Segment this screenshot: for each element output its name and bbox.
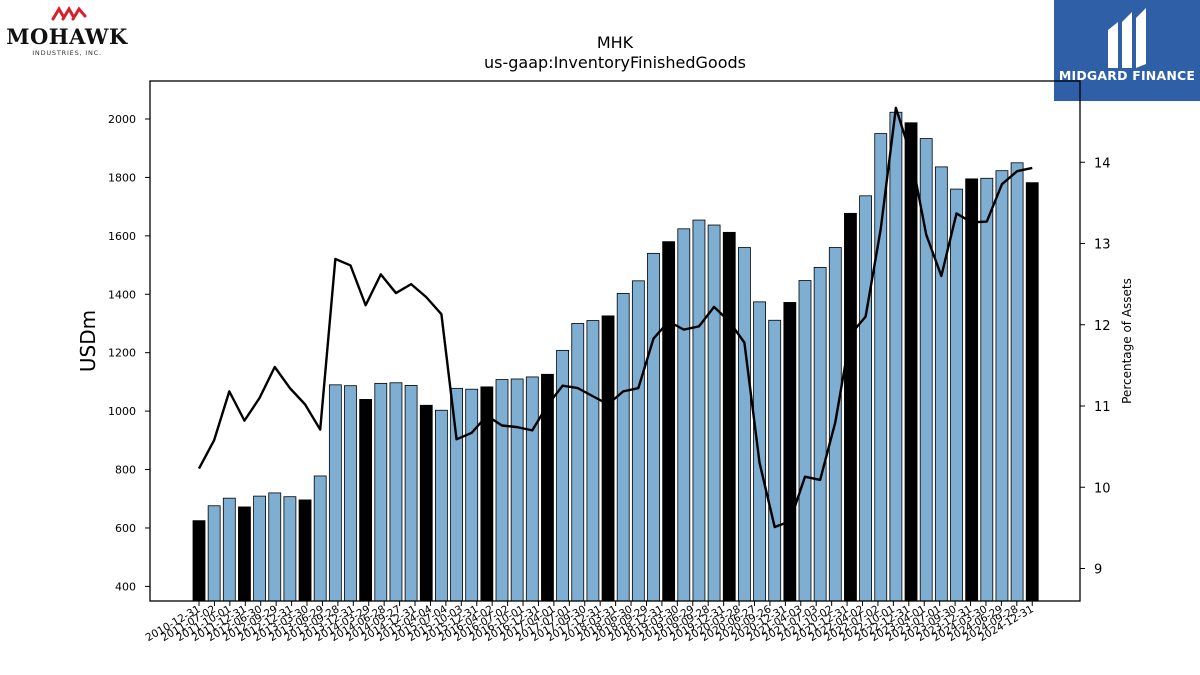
y-tick-label: 1200: [108, 347, 136, 360]
y-tick-label: 600: [115, 522, 136, 535]
bar: [950, 188, 963, 602]
bar: [692, 219, 706, 602]
y2-tick-label: 13: [1094, 238, 1111, 253]
y-tick-label: 1800: [108, 171, 136, 184]
bar: [525, 376, 539, 602]
bar: [192, 520, 206, 602]
bar: [313, 475, 327, 602]
bar: [328, 384, 342, 602]
y2-tick-label: 9: [1094, 563, 1102, 578]
bar: [298, 499, 312, 602]
chart-title: MHK: [597, 33, 634, 52]
bar: [662, 241, 676, 602]
midgard-finance-name: MIDGARD FINANCE: [1058, 68, 1196, 83]
bar: [268, 492, 282, 602]
bar: [495, 379, 509, 602]
mohawk-logo: MOHAWK INDUSTRIES, INC.: [4, 4, 132, 60]
bar: [586, 320, 600, 602]
bar: [934, 166, 948, 602]
bar: [965, 178, 979, 602]
plot-frame: [149, 80, 1081, 602]
bar: [677, 228, 691, 602]
bar: [995, 170, 1009, 602]
mohawk-wave-icon: [51, 6, 87, 21]
y-tick-label: 1600: [108, 230, 136, 243]
bar: [450, 387, 463, 602]
bar: [753, 301, 766, 602]
bar: [813, 266, 827, 602]
bar: [389, 382, 403, 602]
bar: [253, 495, 267, 602]
bar: [283, 496, 297, 602]
bar: [207, 505, 221, 602]
y2-tick-label: 11: [1094, 400, 1111, 415]
bar: [859, 195, 872, 602]
right-y-axis: 9 10 11 12 13 14: [1080, 156, 1111, 578]
bar: [1025, 182, 1039, 602]
y-tick-label: 1000: [108, 405, 136, 418]
y2-axis-label: Percentage of Assets: [1120, 278, 1134, 404]
bar: [738, 247, 751, 602]
bar: [541, 373, 554, 602]
bar: [556, 349, 569, 602]
bar: [722, 231, 736, 602]
y-axis-label: USDm: [76, 310, 100, 372]
y2-tick-label: 14: [1094, 156, 1111, 171]
mohawk-logo-name: MOHAWK: [6, 24, 128, 49]
bar: [359, 399, 373, 602]
bar: [404, 384, 418, 602]
bar: [798, 280, 812, 602]
bar: [616, 292, 630, 602]
bar: [631, 280, 645, 602]
bar: [1010, 162, 1024, 602]
bar: [783, 302, 797, 602]
bar: [222, 497, 236, 602]
midgard-finance-logo: MIDGARD FINANCE: [1054, 0, 1200, 101]
bar: [571, 323, 585, 602]
bar: [768, 319, 782, 602]
pct-assets-line: [197, 106, 1033, 529]
midgard-emblem-icon: [1108, 8, 1146, 68]
bar: [904, 122, 918, 602]
bar: [434, 409, 448, 602]
y-tick-label: 400: [115, 580, 136, 593]
chart-subtitle: us-gaap:InventoryFinishedGoods: [484, 53, 746, 72]
bar-series: [192, 111, 1039, 602]
bar: [889, 111, 903, 602]
bar: [844, 212, 857, 602]
y-tick-label: 800: [115, 464, 136, 477]
y2-tick-label: 12: [1094, 319, 1111, 334]
x-axis: 2010-12-312011-07-022011-10-012011-12-31…: [144, 601, 1036, 644]
bar: [344, 385, 357, 602]
y2-tick-label: 10: [1094, 481, 1111, 496]
bar: [510, 378, 524, 602]
bar: [374, 382, 388, 602]
bar: [238, 506, 251, 602]
y-tick-label: 2000: [108, 113, 136, 126]
bar: [601, 315, 615, 602]
mohawk-logo-subtitle: INDUSTRIES, INC.: [32, 49, 102, 57]
bar: [465, 388, 479, 602]
left-y-axis: 400 600 800 1000 1200 1400 1600 1800 2000: [108, 113, 150, 593]
bar: [647, 252, 660, 602]
line-series: [197, 106, 1033, 529]
y-tick-label: 1400: [108, 288, 136, 301]
bar: [707, 224, 721, 602]
bar: [419, 404, 433, 602]
bar: [980, 177, 994, 602]
